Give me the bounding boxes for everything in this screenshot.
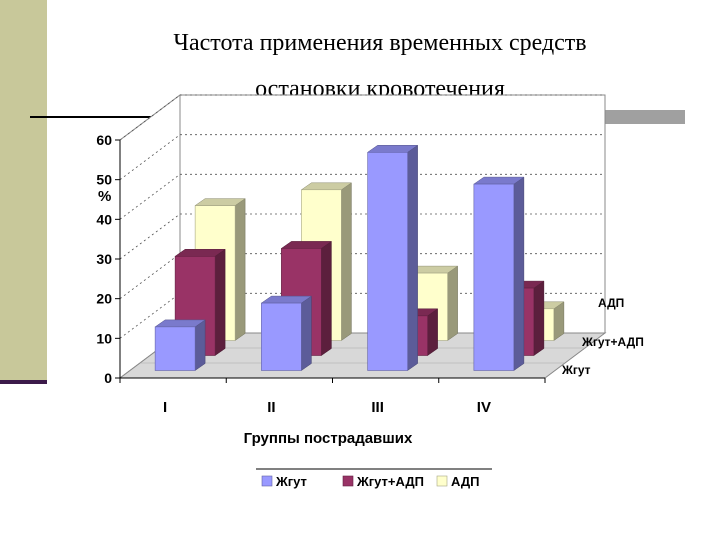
legend-label-жгут: Жгут: [275, 474, 307, 489]
y-tick-label: 40: [96, 211, 112, 227]
bar-жгут-iv: [473, 183, 515, 371]
bar-жгут-iv-side: [513, 176, 525, 371]
x-tick-label-ii: II: [267, 399, 275, 416]
y-tick-label: 20: [96, 291, 112, 307]
x-tick-label-iii: III: [371, 399, 384, 416]
bar-жгут-ii: [261, 302, 302, 371]
y-tick-label: 10: [96, 330, 112, 346]
legend-label-адп: АДП: [451, 474, 479, 489]
legend-box: [255, 470, 493, 495]
bar-жгут-iii-side: [407, 144, 418, 371]
gridline: [119, 213, 605, 260]
bar-адп-iii-side: [447, 265, 458, 341]
decorative-side-bar-accent: [0, 380, 47, 384]
slide-title-line-1: Частота применения временных средств: [173, 30, 587, 56]
x-tick-label-iv: IV: [477, 399, 491, 416]
depth-label-жгут: Жгут: [561, 363, 591, 377]
y-axis-title: %: [98, 188, 111, 205]
legend-swatch-адп: [436, 475, 448, 487]
x-axis-title: Группы пострадавших: [244, 430, 413, 447]
decorative-side-bar: [0, 0, 47, 384]
bar-жгут-i-side: [194, 319, 206, 371]
bar-адп-i-side: [234, 198, 246, 341]
gridline: [119, 94, 605, 141]
y-tick-label: 50: [96, 172, 112, 188]
x-tick-label-i: I: [163, 399, 167, 416]
bar-жгут-i: [154, 326, 196, 371]
y-tick-label: 30: [96, 251, 112, 267]
bar-жгут-ii-side: [301, 295, 312, 371]
y-tick-label: 60: [96, 132, 112, 148]
depth-label-жгут-plus-адп: Жгут+АДП: [581, 335, 644, 349]
bar-жгут-plus-адп-i-side: [214, 248, 226, 356]
legend-swatch-жгут-plus-адп: [342, 475, 354, 487]
bar-жгут-plus-адп-iii-side: [427, 308, 438, 356]
gridline: [119, 173, 605, 220]
gridline: [119, 134, 605, 181]
bar-адп-ii-side: [341, 182, 352, 341]
y-tick-label: 0: [104, 370, 112, 386]
legend-swatch-жгут: [261, 475, 273, 487]
legend-label-жгут-plus-адп: Жгут+АДП: [356, 474, 424, 489]
depth-label-адп: АДП: [598, 296, 624, 310]
bar-жгут-plus-адп-ii-side: [321, 240, 332, 356]
bar-жгут-iii: [367, 152, 408, 371]
bar-жгут-plus-адп-iv-side: [533, 280, 545, 356]
